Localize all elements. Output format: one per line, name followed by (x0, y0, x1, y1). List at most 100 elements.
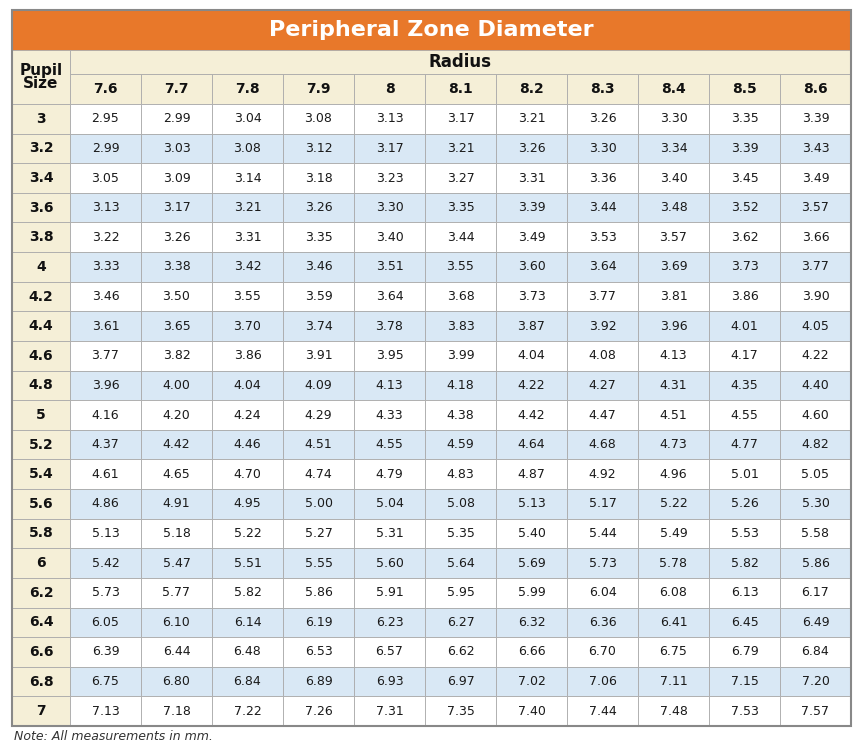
Text: 6.89: 6.89 (305, 675, 332, 688)
Bar (496, 134, 567, 163)
Bar (638, 637, 709, 667)
Text: 4.38: 4.38 (447, 409, 475, 421)
Text: 3.74: 3.74 (305, 320, 332, 333)
Bar (12, 10, 851, 50)
Bar (283, 282, 354, 312)
Bar (12, 608, 70, 637)
Text: 3.49: 3.49 (802, 171, 829, 185)
Bar (12, 134, 70, 163)
Bar (638, 400, 709, 430)
Bar (212, 430, 283, 460)
Text: 3.2: 3.2 (28, 141, 54, 155)
Bar (354, 548, 425, 578)
Bar (709, 548, 780, 578)
Bar (425, 548, 496, 578)
Bar (141, 252, 212, 282)
Bar (567, 430, 638, 460)
Bar (638, 548, 709, 578)
Bar (638, 74, 709, 104)
Text: 4.01: 4.01 (731, 320, 759, 333)
Text: 6.62: 6.62 (447, 645, 475, 659)
Text: 3.91: 3.91 (305, 349, 332, 362)
Text: 4.2: 4.2 (28, 290, 54, 303)
Bar (780, 74, 851, 104)
Text: 3.26: 3.26 (163, 231, 191, 244)
Bar (425, 489, 496, 519)
Bar (70, 430, 141, 460)
Text: 4.40: 4.40 (802, 379, 829, 392)
Bar (70, 696, 141, 726)
Bar (354, 282, 425, 312)
Bar (425, 134, 496, 163)
Text: 3.13: 3.13 (91, 201, 119, 214)
Text: 4.74: 4.74 (305, 468, 332, 481)
Bar (70, 578, 141, 608)
Text: 5.55: 5.55 (305, 556, 332, 569)
Text: 6.08: 6.08 (659, 587, 688, 599)
Bar (212, 163, 283, 193)
Bar (12, 430, 70, 460)
Text: 6.23: 6.23 (375, 616, 403, 629)
Text: 5.30: 5.30 (802, 497, 829, 511)
Bar (780, 222, 851, 252)
Text: 3: 3 (36, 112, 46, 126)
Text: 6.66: 6.66 (518, 645, 545, 659)
Text: 3.77: 3.77 (91, 349, 119, 362)
Bar (425, 104, 496, 134)
Text: 6.6: 6.6 (28, 645, 54, 659)
Bar (212, 578, 283, 608)
Text: 4.22: 4.22 (802, 349, 829, 362)
Text: 4.24: 4.24 (234, 409, 261, 421)
Bar (496, 637, 567, 667)
Text: 3.66: 3.66 (802, 231, 829, 244)
Bar (709, 104, 780, 134)
Text: 5.99: 5.99 (518, 587, 545, 599)
Bar (709, 252, 780, 282)
Text: 3.96: 3.96 (91, 379, 119, 392)
Text: 4.42: 4.42 (518, 409, 545, 421)
Bar (354, 637, 425, 667)
Bar (709, 193, 780, 222)
Text: 5.8: 5.8 (28, 526, 54, 541)
Text: 4.33: 4.33 (375, 409, 403, 421)
Text: 3.12: 3.12 (305, 142, 332, 155)
Text: 4.17: 4.17 (731, 349, 759, 362)
Bar (496, 163, 567, 193)
Text: 3.30: 3.30 (659, 113, 687, 125)
Bar (70, 312, 141, 341)
Bar (496, 74, 567, 104)
Bar (141, 193, 212, 222)
Bar (12, 252, 70, 282)
Text: 7.13: 7.13 (91, 704, 119, 718)
Bar (425, 163, 496, 193)
Bar (354, 341, 425, 370)
Bar (212, 193, 283, 222)
Text: 6.13: 6.13 (731, 587, 759, 599)
Bar (567, 193, 638, 222)
Text: 5.08: 5.08 (446, 497, 475, 511)
Text: 4.83: 4.83 (447, 468, 475, 481)
Text: 3.8: 3.8 (28, 231, 54, 244)
Text: 7.26: 7.26 (305, 704, 332, 718)
Text: 3.30: 3.30 (375, 201, 403, 214)
Text: 5.86: 5.86 (802, 556, 829, 569)
Text: 5.17: 5.17 (589, 497, 616, 511)
Text: 4.08: 4.08 (589, 349, 616, 362)
Text: 2.99: 2.99 (91, 142, 119, 155)
Text: 7.11: 7.11 (659, 675, 687, 688)
Bar (354, 519, 425, 548)
Bar (780, 134, 851, 163)
Bar (709, 430, 780, 460)
Bar (354, 667, 425, 696)
Text: 3.51: 3.51 (375, 261, 403, 273)
Text: 4.35: 4.35 (731, 379, 759, 392)
Bar (638, 608, 709, 637)
Bar (638, 341, 709, 370)
Bar (709, 578, 780, 608)
Text: 5.77: 5.77 (162, 587, 191, 599)
Text: 7.40: 7.40 (518, 704, 545, 718)
Bar (638, 252, 709, 282)
Bar (496, 193, 567, 222)
Bar (496, 400, 567, 430)
Text: 5.26: 5.26 (731, 497, 759, 511)
